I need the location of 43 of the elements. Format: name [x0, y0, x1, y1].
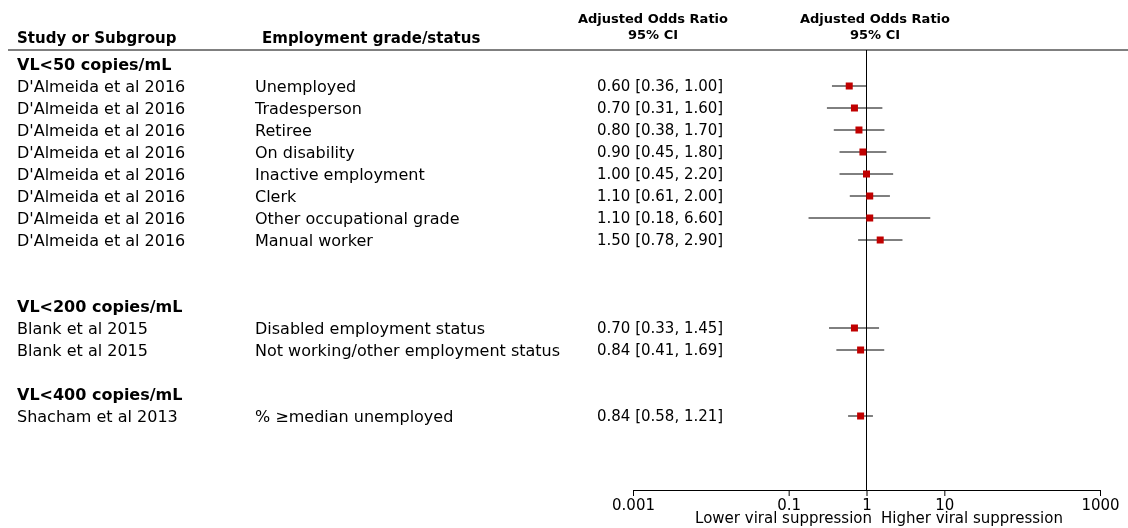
- annotation: 0.60 [0.36, 1.00]: [597, 77, 724, 95]
- text: Employment grade/status: [262, 29, 481, 47]
- annotation: 1.50 [0.78, 2.90]: [597, 231, 724, 249]
- y-tick-label: % ≥median unemployed: [255, 407, 454, 426]
- y-tick-label: Tradesperson: [254, 99, 362, 118]
- annotation: 0.90 [0.45, 1.80]: [597, 143, 724, 161]
- y-tick-label: Unemployed: [255, 77, 357, 96]
- text: D'Almeida et al 2016: [17, 165, 186, 184]
- y-tick-label: Not working/other employment status: [255, 341, 561, 360]
- text: Shacham et al 2013: [17, 407, 178, 426]
- text: D'Almeida et al 2016: [17, 99, 186, 118]
- text: VL<50 copies/mL: [17, 55, 172, 74]
- text: VL<200 copies/mL: [17, 297, 183, 316]
- text: Blank et al 2015: [17, 341, 148, 360]
- text: Adjusted Odds Ratio 95% CI: [578, 11, 729, 42]
- annotation: 0.70 [0.31, 1.60]: [597, 99, 724, 117]
- annotation: 1.00 [0.45, 2.20]: [597, 165, 724, 183]
- annotation: 0.84 [0.58, 1.21]: [597, 407, 724, 425]
- text: D'Almeida et al 2016: [17, 77, 186, 96]
- text: D'Almeida et al 2016: [17, 187, 186, 206]
- annotation: 1.10 [0.61, 2.00]: [597, 187, 724, 205]
- text: Blank et al 2015: [17, 319, 148, 338]
- y-tick-label: Other occupational grade: [255, 209, 460, 228]
- text: VL<400 copies/mL: [17, 385, 183, 404]
- x-axis-title: Adjusted Odds Ratio 95% CI: [800, 11, 951, 42]
- text: D'Almeida et al 2016: [17, 143, 186, 162]
- text: D'Almeida et al 2016: [17, 231, 186, 250]
- text: D'Almeida et al 2016: [17, 209, 186, 228]
- y-tick-label: Manual worker: [255, 231, 374, 250]
- annotation: 0.70 [0.33, 1.45]: [597, 319, 724, 337]
- annotation: 0.80 [0.38, 1.70]: [597, 121, 724, 139]
- text: Study or Subgroup: [17, 29, 177, 47]
- text: Higher viral suppression: [881, 509, 1063, 527]
- y-tick-label: On disability: [255, 143, 355, 162]
- x-tick-label: 0.001: [612, 495, 655, 514]
- y-tick-label: Disabled employment status: [255, 319, 485, 338]
- y-tick-label: Retiree: [255, 121, 312, 140]
- y-tick-label: Inactive employment: [255, 165, 425, 184]
- x-tick-label: 1000: [1081, 495, 1120, 514]
- annotation: 1.10 [0.18, 6.60]: [597, 209, 724, 227]
- text: D'Almeida et al 2016: [17, 121, 186, 140]
- y-tick-label: Clerk: [255, 187, 298, 206]
- annotation: 0.84 [0.41, 1.69]: [597, 341, 724, 359]
